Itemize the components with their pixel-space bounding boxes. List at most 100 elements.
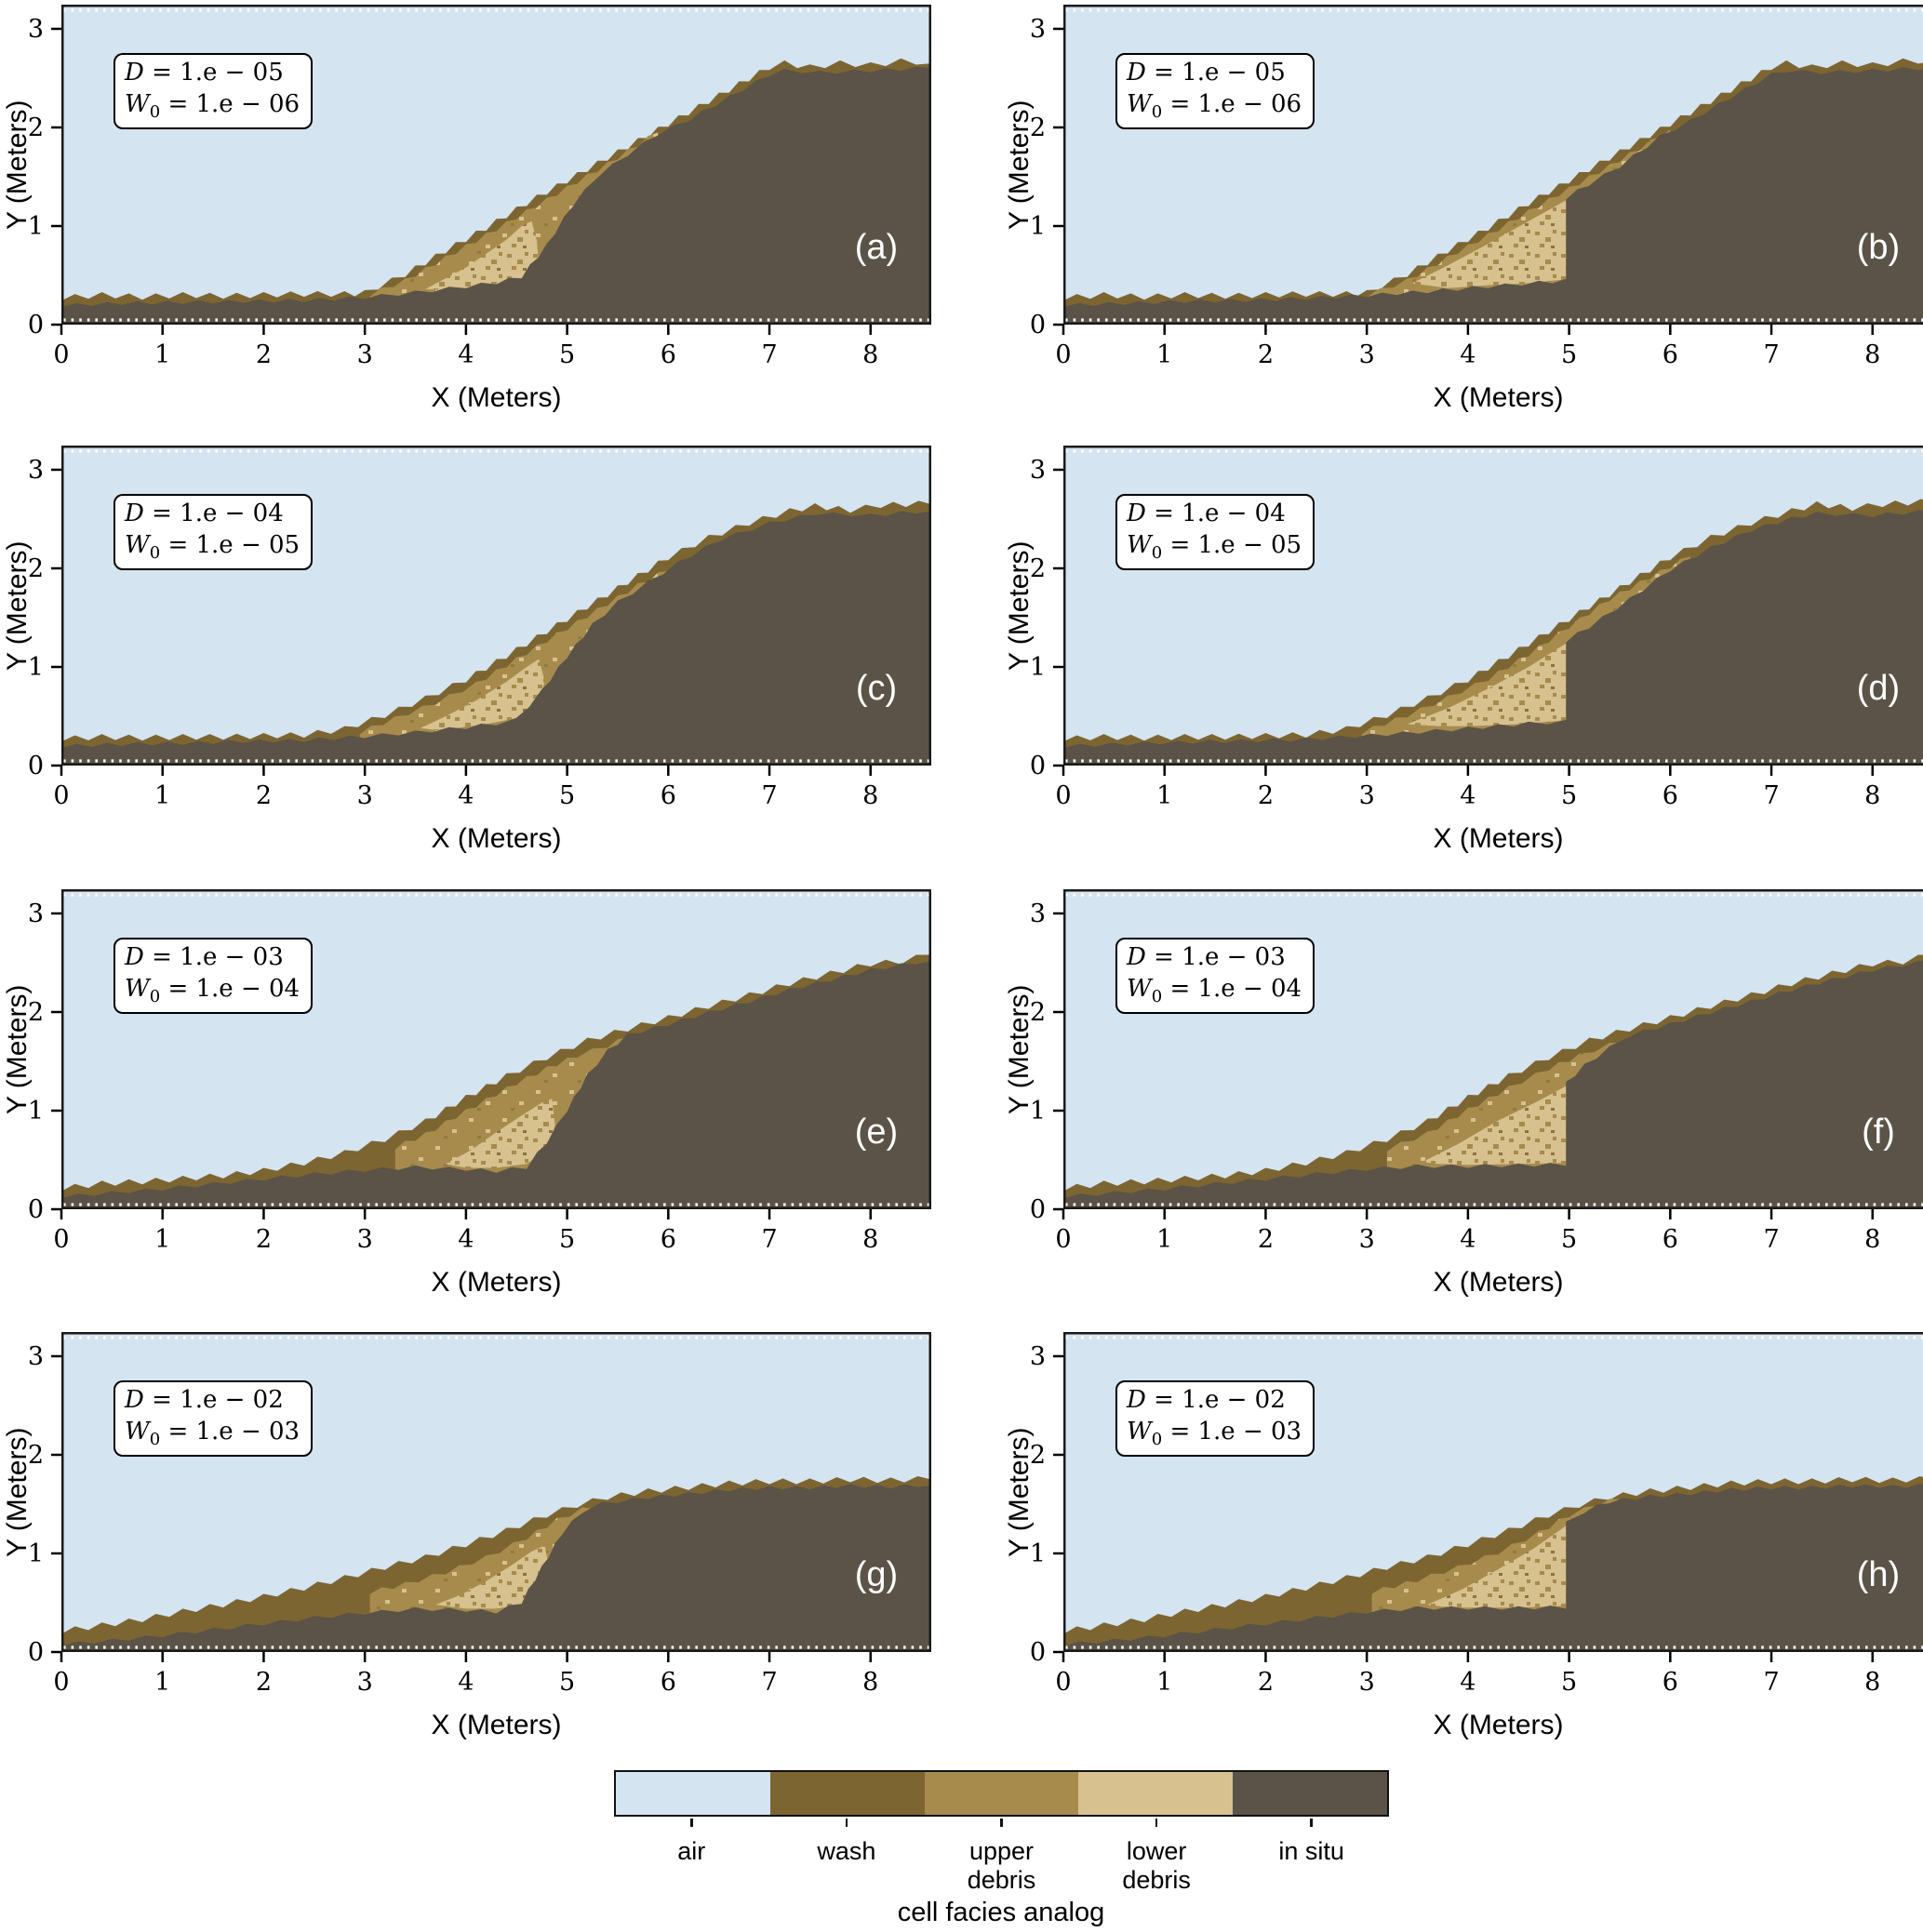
facies-panel-e: (e) 0 1 2 3 4 5 6 7 8 0 1 2 3 bbox=[28, 889, 931, 1254]
param-box-g: D = 1.e − 02 W0 = 1.e − 03 bbox=[114, 1380, 314, 1458]
svg-text:7: 7 bbox=[761, 340, 777, 369]
param-box-h: D = 1.e − 02 W0 = 1.e − 03 bbox=[1115, 1380, 1315, 1458]
svg-text:7: 7 bbox=[761, 1225, 777, 1254]
svg-text:8: 8 bbox=[1864, 1225, 1880, 1254]
svg-text:7: 7 bbox=[1763, 1225, 1779, 1254]
svg-text:2: 2 bbox=[1030, 1441, 1046, 1470]
svg-text:1: 1 bbox=[1030, 653, 1046, 682]
lower-debris-region bbox=[1427, 1526, 1567, 1608]
panel-letter-g: (g) bbox=[855, 1555, 898, 1594]
facies-panel-a: (a) 0 1 2 3 4 5 6 7 8 0 1 2 3 bbox=[28, 5, 931, 369]
svg-text:3: 3 bbox=[28, 899, 44, 928]
svg-text:1: 1 bbox=[1030, 212, 1046, 241]
svg-text:1: 1 bbox=[28, 1097, 44, 1126]
in-situ-region bbox=[1063, 67, 1923, 325]
svg-text:7: 7 bbox=[761, 781, 777, 810]
svg-text:1: 1 bbox=[154, 1225, 170, 1254]
y-axis-label: Y (Meters) bbox=[2, 984, 33, 1114]
svg-text:5: 5 bbox=[1561, 1668, 1577, 1697]
svg-text:0: 0 bbox=[28, 1195, 44, 1224]
svg-text:1: 1 bbox=[1156, 1225, 1172, 1254]
x-axis-ticks: 0 1 2 3 4 5 6 7 8 bbox=[53, 1209, 878, 1254]
facies-panel-f: (f) 0 1 2 3 4 5 6 7 8 0 1 2 3 bbox=[1030, 889, 1923, 1254]
svg-text:3: 3 bbox=[357, 1225, 373, 1254]
svg-text:8: 8 bbox=[862, 340, 878, 369]
svg-text:0: 0 bbox=[1055, 1668, 1071, 1697]
panel-letter-a: (a) bbox=[855, 228, 898, 267]
svg-text:8: 8 bbox=[862, 1668, 878, 1697]
lower-debris-region bbox=[1422, 1086, 1567, 1166]
panel-frame bbox=[61, 889, 931, 1209]
x-axis-label: X (Meters) bbox=[431, 1267, 562, 1298]
svg-text:0: 0 bbox=[53, 340, 69, 369]
x-axis-ticks: 0 1 2 3 4 5 6 7 8 bbox=[1055, 1209, 1880, 1254]
svg-text:2: 2 bbox=[256, 781, 272, 810]
svg-text:2: 2 bbox=[1258, 781, 1274, 810]
in-situ-region bbox=[61, 1484, 931, 1652]
colorbar-title: cell facies analog bbox=[897, 1898, 1105, 1927]
panel-frame bbox=[61, 1332, 931, 1652]
svg-text:5: 5 bbox=[559, 1668, 575, 1697]
in-situ-region bbox=[61, 960, 931, 1209]
svg-text:6: 6 bbox=[1663, 781, 1678, 810]
colorbar-label-wash: wash bbox=[817, 1837, 876, 1865]
svg-text:1: 1 bbox=[1030, 1539, 1046, 1568]
svg-text:4: 4 bbox=[458, 340, 474, 369]
x-axis-ticks: 0 1 2 3 4 5 6 7 8 bbox=[1055, 325, 1880, 369]
panel-letter-d: (d) bbox=[1857, 669, 1900, 708]
svg-text:3: 3 bbox=[1359, 340, 1375, 369]
panel-letter-f: (f) bbox=[1862, 1113, 1895, 1152]
svg-text:8: 8 bbox=[862, 1225, 878, 1254]
svg-text:4: 4 bbox=[458, 1225, 474, 1254]
svg-text:3: 3 bbox=[1030, 456, 1046, 485]
x-axis-label: X (Meters) bbox=[431, 1710, 562, 1740]
y-axis-ticks: 0 1 2 3 bbox=[28, 899, 61, 1224]
svg-text:6: 6 bbox=[1663, 340, 1678, 369]
y-axis-label: Y (Meters) bbox=[1004, 540, 1035, 671]
svg-text:2: 2 bbox=[1030, 113, 1046, 142]
svg-text:5: 5 bbox=[559, 1225, 575, 1254]
facies-map bbox=[1063, 889, 1923, 1209]
svg-text:0: 0 bbox=[1030, 1638, 1046, 1667]
facies-map bbox=[61, 5, 931, 325]
svg-text:5: 5 bbox=[1561, 781, 1577, 810]
lower-debris-region bbox=[1412, 200, 1567, 288]
svg-text:5: 5 bbox=[1561, 1225, 1577, 1254]
svg-text:2: 2 bbox=[256, 1668, 272, 1697]
svg-text:3: 3 bbox=[357, 1668, 373, 1697]
param-box-f: D = 1.e − 03 W0 = 1.e − 04 bbox=[1115, 938, 1315, 1015]
svg-text:1: 1 bbox=[28, 653, 44, 682]
svg-text:2: 2 bbox=[28, 113, 44, 142]
param-box-d: D = 1.e − 04 W0 = 1.e − 05 bbox=[1115, 494, 1315, 571]
colorbar bbox=[614, 1770, 1389, 1817]
colorbar-segment-wash bbox=[769, 1772, 925, 1815]
y-axis-label: Y (Meters) bbox=[2, 540, 33, 671]
colorbar-tick bbox=[845, 1819, 848, 1827]
svg-text:3: 3 bbox=[1030, 1342, 1046, 1371]
svg-text:3: 3 bbox=[1359, 1225, 1375, 1254]
svg-text:0: 0 bbox=[53, 1225, 69, 1254]
y-axis-ticks: 0 1 2 3 bbox=[28, 456, 61, 780]
svg-text:2: 2 bbox=[1258, 340, 1274, 369]
panel-frame bbox=[1063, 5, 1923, 325]
svg-text:2: 2 bbox=[256, 340, 272, 369]
colorbar-tick bbox=[1155, 1819, 1158, 1827]
y-axis-ticks: 0 1 2 3 bbox=[1030, 15, 1063, 340]
svg-text:6: 6 bbox=[661, 340, 676, 369]
svg-text:7: 7 bbox=[1763, 340, 1779, 369]
lower-debris-region bbox=[425, 220, 540, 290]
svg-text:1: 1 bbox=[1156, 781, 1172, 810]
colorbar-segment-in-situ bbox=[1233, 1772, 1387, 1815]
panel-frame bbox=[1063, 1332, 1923, 1652]
svg-text:5: 5 bbox=[559, 781, 575, 810]
svg-text:0: 0 bbox=[28, 1638, 44, 1667]
x-axis-ticks: 0 1 2 3 4 5 6 7 8 bbox=[53, 1652, 878, 1697]
panel-frame bbox=[61, 5, 931, 325]
svg-text:6: 6 bbox=[661, 1668, 676, 1697]
svg-text:3: 3 bbox=[1359, 781, 1375, 810]
svg-text:4: 4 bbox=[1460, 1225, 1476, 1254]
colorbar-label-air: air bbox=[677, 1837, 706, 1865]
svg-text:0: 0 bbox=[28, 311, 44, 340]
svg-text:3: 3 bbox=[28, 15, 44, 44]
colorbar-tick bbox=[1000, 1819, 1003, 1827]
